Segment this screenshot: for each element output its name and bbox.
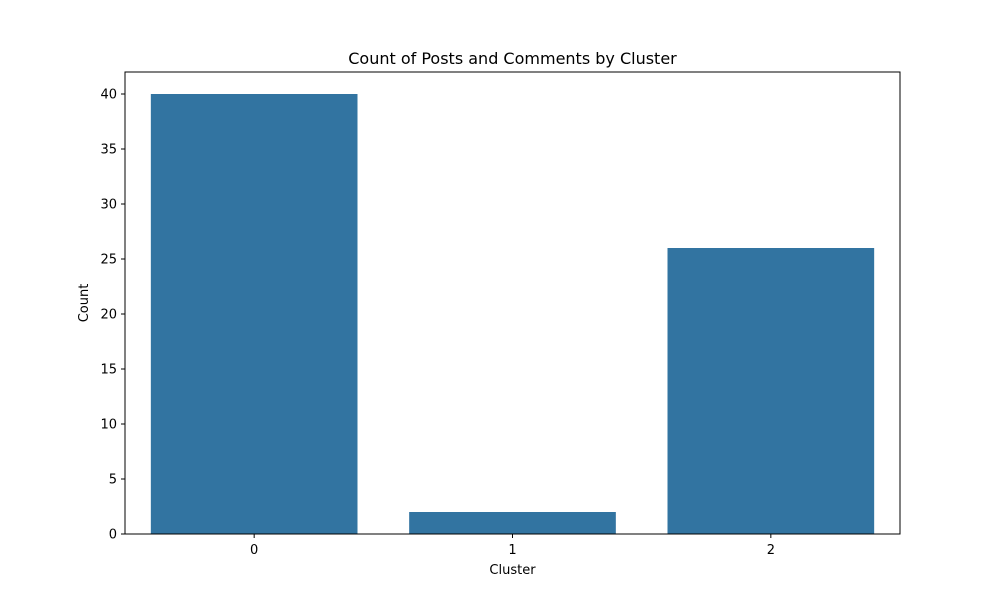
bar-cluster-1 [409, 512, 616, 534]
y-axis-label: Count [77, 284, 92, 323]
x-axis: 0 1 2 [250, 534, 775, 558]
y-tick-label: 40 [100, 88, 117, 103]
bars-group [150, 94, 875, 534]
y-tick-label: 5 [109, 473, 117, 488]
y-axis: 0 5 10 15 20 25 30 35 40 [100, 88, 125, 543]
y-tick-label: 35 [100, 143, 117, 158]
x-axis-label: Cluster [489, 563, 536, 578]
bar-cluster-0 [150, 94, 358, 534]
x-tick-label: 2 [767, 543, 775, 558]
x-tick-label: 0 [250, 543, 258, 558]
x-tick-label: 1 [508, 543, 516, 558]
y-tick-label: 10 [100, 418, 117, 433]
y-tick-label: 30 [100, 198, 117, 213]
plot-frame [124, 71, 901, 535]
y-tick-label: 0 [109, 528, 117, 543]
chart-title: Count of Posts and Comments by Cluster [348, 49, 677, 68]
y-tick-label: 25 [100, 253, 117, 268]
y-tick-label: 20 [100, 308, 117, 323]
y-tick-label: 15 [100, 363, 117, 378]
bar-cluster-2 [667, 248, 875, 534]
